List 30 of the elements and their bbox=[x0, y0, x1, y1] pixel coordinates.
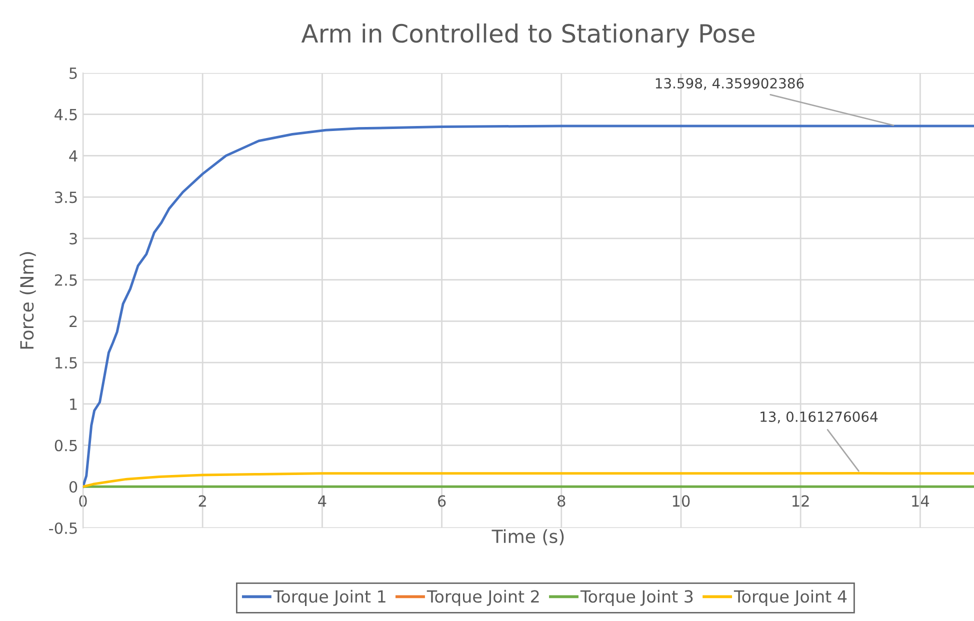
y-tick-label: 1.5 bbox=[56, 357, 77, 369]
annotation: 13, 0.161276064 bbox=[760, 411, 878, 424]
y-tick-label: 0.5 bbox=[54, 440, 77, 452]
chart-title: Arm in Controlled to Stationary Pose bbox=[301, 23, 754, 48]
legend-label: Torque Joint 2 bbox=[426, 590, 539, 606]
x-tick-label: 14 bbox=[912, 495, 930, 507]
y-tick-label: 0 bbox=[69, 481, 78, 493]
x-tick-label: 12 bbox=[792, 495, 809, 507]
y-tick-label: 3 bbox=[70, 232, 77, 244]
legend-label: Torque Joint 3 bbox=[580, 590, 693, 606]
y-tick-label: 2.5 bbox=[54, 274, 77, 286]
legend-label: Torque Joint 1 bbox=[273, 590, 386, 606]
y-axis-title: Force (Nm) bbox=[20, 252, 36, 349]
line-series bbox=[83, 124, 974, 488]
y-tick-label: 3.5 bbox=[55, 192, 77, 204]
line-series bbox=[83, 472, 974, 488]
legend-label: Torque Joint 4 bbox=[734, 590, 847, 606]
x-axis-title: Time (s) bbox=[492, 529, 564, 546]
x-tick-label: 10 bbox=[672, 495, 690, 507]
x-tick-label: 4 bbox=[318, 495, 326, 507]
y-tick-label: 1 bbox=[70, 398, 77, 410]
annotation: 13.598, 4.359902386 bbox=[656, 78, 804, 90]
y-tick-label: 4 bbox=[69, 150, 78, 162]
y-tick-label: 2 bbox=[70, 316, 77, 327]
x-tick-label: 2 bbox=[198, 495, 206, 507]
x-tick-label: 6 bbox=[438, 495, 446, 507]
x-tick-label: 8 bbox=[558, 495, 566, 507]
y-tick-label: 5 bbox=[70, 68, 77, 80]
y-tick-label: -0.5 bbox=[49, 522, 77, 534]
y-tick-label: 4.5 bbox=[54, 109, 77, 120]
